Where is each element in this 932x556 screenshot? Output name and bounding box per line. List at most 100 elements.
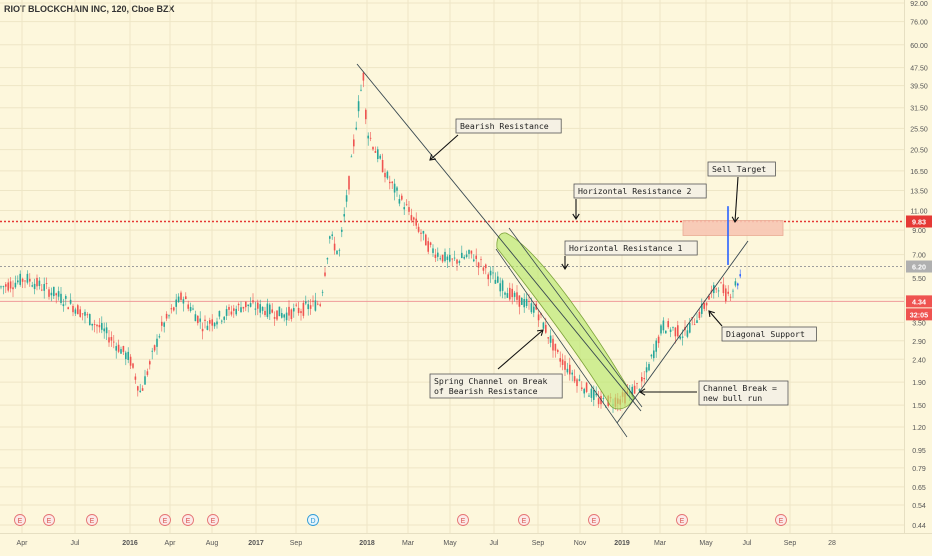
candle-body (209, 320, 211, 324)
callout-bearish-resistance: Bearish Resistance (455, 118, 562, 134)
arrow-bearish-resistance (429, 134, 459, 161)
candle-body (314, 300, 317, 311)
candle-body (240, 307, 242, 313)
candle-body (458, 261, 461, 263)
callout-text: Horizontal Resistance 2 (578, 186, 691, 196)
candle-body (326, 258, 329, 260)
candle-body (305, 301, 307, 304)
candle-body (302, 302, 305, 316)
candle-body (641, 376, 643, 382)
candle-body (278, 306, 281, 317)
candle-body (149, 361, 151, 365)
candle-body (571, 372, 573, 375)
time-tick-label: Apr (165, 540, 177, 547)
candle-body (65, 296, 67, 299)
price-tick-label: 47.50 (910, 66, 928, 73)
candle-body (199, 318, 201, 322)
level2-price-tag-bg (906, 295, 932, 308)
candle-body (739, 274, 741, 277)
candle-body (660, 325, 662, 334)
candle-body (497, 276, 499, 283)
time-tick-label: Nov (574, 540, 587, 547)
time-tick-label: 28 (828, 540, 836, 547)
candle-body (206, 325, 209, 330)
candle-body (329, 236, 331, 239)
price-tick-label: 20.50 (910, 148, 928, 155)
candle-body (631, 386, 633, 397)
candle-body (14, 282, 17, 288)
candle-body (72, 305, 74, 313)
price-tick-label: 13.50 (910, 189, 928, 196)
candle-body (261, 306, 264, 311)
candle-body (110, 337, 113, 341)
candle-body (31, 285, 33, 287)
callout-text: Horizontal Resistance 1 (569, 243, 682, 253)
candle-body (597, 398, 600, 405)
candle-body (331, 234, 333, 236)
candle-body (91, 323, 93, 326)
time-tick-label: 2018 (359, 540, 375, 547)
candle-body (557, 349, 559, 352)
price-tick-label: 25.50 (910, 126, 928, 133)
candle-body (53, 286, 55, 297)
price-tick-label: 2.40 (912, 357, 926, 364)
time-tick-label: 2017 (248, 540, 264, 547)
arrow-shaft (497, 329, 544, 370)
candle-body (360, 89, 362, 91)
candle-body (221, 320, 223, 322)
candle-body (192, 308, 194, 310)
candle-body (230, 311, 233, 315)
candle-body (355, 127, 357, 130)
candle-body (120, 349, 122, 354)
price-tick-label: 9.00 (912, 228, 926, 235)
callouts: Bearish Resistance Horizontal Resistance … (14, 118, 817, 526)
callout-text: Diagonal Support (726, 329, 805, 339)
candle-body (698, 311, 701, 318)
candle-body (213, 322, 216, 327)
candle-body (377, 149, 379, 159)
candle-body (573, 376, 576, 382)
candle-body (681, 336, 684, 338)
candle-body (593, 389, 595, 400)
diagonal-support-line (616, 240, 749, 424)
arrow-head (561, 263, 569, 271)
candle-body (523, 299, 525, 308)
callout-box (573, 183, 707, 199)
candle-body (60, 293, 62, 304)
callout-diagonal-support: Diagonal Support (721, 326, 817, 342)
candle-body (101, 323, 103, 330)
candle-body (165, 313, 168, 319)
candle-body (297, 307, 300, 314)
callout-box (564, 240, 698, 256)
candle-body (5, 284, 7, 287)
candle-body (425, 234, 427, 246)
candle-body (353, 139, 355, 147)
earnings-marker (307, 514, 319, 526)
earnings-marker (14, 514, 26, 526)
time-tick-label: 2019 (614, 540, 630, 547)
candle-body (549, 335, 552, 343)
arrow-spring-channel (497, 329, 544, 370)
time-axis[interactable]: Apr Jul 2016 Apr Aug 2017 Sep 2018 Mar May Jul Sep N… (0, 533, 932, 551)
time-tick-label: Sep (784, 540, 797, 547)
candle-body (127, 351, 129, 360)
price-tick-label: 16.50 (910, 169, 928, 176)
time-tick-label: Sep (290, 540, 303, 547)
earnings-marker-label: E (186, 518, 191, 525)
candle-body (266, 303, 269, 317)
price-tick-label: 0.95 (912, 448, 926, 455)
candle-body (374, 151, 377, 153)
candle-body (2, 286, 5, 288)
candle-body (653, 350, 655, 359)
candle-body (489, 270, 492, 276)
level1-price-tag-bg (906, 260, 932, 273)
candle-body (79, 309, 81, 317)
candle-body (717, 290, 720, 292)
candle-body (693, 324, 696, 326)
candle-body (324, 272, 326, 276)
price-axis[interactable]: 92.00 76.00 60.00 47.50 39.50 31.50 25.50 20.50… (904, 0, 932, 533)
arrow-shaft (734, 176, 739, 223)
callout-text: Channel Break = (703, 383, 777, 393)
level1-price-tag: 6.20 (912, 263, 926, 272)
candle-body (432, 248, 434, 253)
